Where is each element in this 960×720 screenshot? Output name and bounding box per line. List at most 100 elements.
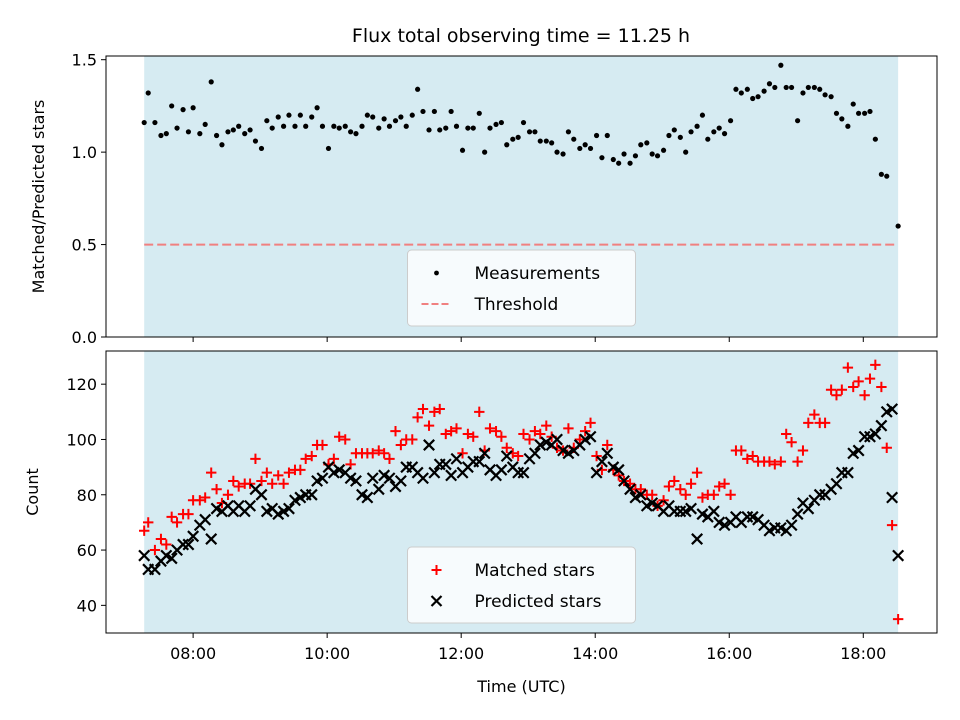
measurement-point [795, 118, 801, 124]
matched-star-point [825, 384, 837, 395]
ratio-panel-legend-marker [434, 270, 439, 276]
measurement-point [353, 131, 359, 137]
predicted-star-point [500, 450, 513, 463]
predicted-star-point [791, 508, 804, 521]
ratio-panel-y-tick-label: 0.0 [72, 328, 97, 347]
predicted-star-point [316, 472, 329, 485]
matched-star-point [881, 442, 892, 453]
matched-star-point [462, 428, 474, 440]
measurement-point [616, 160, 622, 166]
matched-star-point [685, 478, 697, 489]
matched-star-point [474, 406, 485, 418]
matched-star-point [518, 428, 529, 440]
measurement-point [331, 123, 337, 129]
matched-star-point [484, 423, 496, 434]
matched-star-point [267, 478, 278, 489]
measurement-point [565, 129, 572, 135]
measurement-point [828, 94, 834, 100]
predicted-star-point [601, 447, 614, 460]
measurement-point [862, 110, 868, 116]
matched-star-point [501, 442, 512, 453]
matched-star-point [742, 453, 753, 465]
measurement-point [577, 145, 583, 152]
measurement-point [437, 127, 443, 133]
measurement-point [884, 173, 890, 179]
predicted-stars-points [138, 403, 905, 576]
matched-star-point [155, 533, 167, 545]
ratio-panel-legend-label: Measurements [475, 264, 601, 284]
measurement-point [309, 114, 315, 120]
measurement-point [381, 116, 387, 122]
measurement-point [376, 125, 382, 131]
measurement-point [236, 123, 242, 129]
measurement-point [515, 134, 521, 140]
measurement-point [654, 153, 661, 159]
predicted-star-point [528, 447, 541, 460]
measurement-point [560, 151, 566, 157]
measurement-point [800, 90, 806, 96]
predicted-star-point [624, 483, 637, 496]
predicted-star-point [305, 488, 318, 501]
matched-star-point [859, 390, 870, 401]
measurement-point [280, 123, 287, 129]
measurement-point [817, 86, 823, 92]
measurement-point [275, 114, 281, 120]
matched-star-point [166, 511, 177, 523]
matched-star-point [468, 431, 479, 442]
matched-star-point [764, 456, 775, 467]
measurements-points [141, 62, 901, 229]
count-panel-x-tick-label: 16:00 [706, 644, 752, 663]
predicted-star-point [517, 466, 530, 479]
measurement-point [850, 101, 856, 107]
matched-star-point [143, 517, 154, 528]
predicted-star-point [372, 483, 385, 496]
matched-star-point [736, 445, 747, 456]
matched-star-point [233, 481, 244, 492]
measurement-point [163, 131, 169, 137]
measurement-point [348, 129, 354, 135]
measurement-point [711, 129, 717, 135]
measurement-point [783, 84, 789, 91]
matched-star-point [171, 517, 183, 528]
measurement-point [386, 123, 393, 129]
predicted-star-point [244, 499, 257, 512]
predicted-star-point [473, 455, 486, 468]
measurement-point [766, 81, 773, 87]
matched-star-point [529, 425, 541, 437]
count-panel-y-tick-label: 60 [77, 541, 97, 560]
measurement-point [286, 112, 292, 118]
matched-star-point [680, 489, 691, 500]
matched-star-point [138, 525, 150, 536]
matched-star-point [457, 448, 468, 459]
count-panel-y-label: Count [23, 468, 42, 516]
predicted-star-point [148, 563, 161, 576]
matched-star-point [713, 481, 725, 492]
matched-star-point [395, 439, 407, 451]
matched-star-point [228, 475, 239, 487]
matched-star-point [842, 362, 854, 373]
matched-star-point [864, 373, 876, 384]
predicted-star-point [741, 510, 754, 523]
measurement-point [878, 171, 884, 177]
measurement-point [571, 136, 577, 142]
figure-title: Flux total observing time = 11.25 h [352, 25, 690, 47]
predicted-star-point [182, 538, 195, 551]
measurement-point [487, 125, 493, 131]
matched-star-point [306, 450, 317, 462]
measurement-point [459, 147, 466, 153]
matched-star-point [384, 453, 395, 465]
count-panel-x-ticks: 08:00 10:00 12:00 14:00 16:00 18:00 [170, 633, 886, 663]
matched-star-point [211, 484, 222, 495]
matched-star-point [725, 489, 736, 500]
measurement-point [314, 105, 320, 111]
predicted-star-point [618, 474, 631, 487]
matched-star-point [792, 456, 803, 467]
matched-star-point [781, 428, 792, 440]
matched-star-point [797, 445, 809, 456]
measurement-point [264, 118, 270, 124]
matched-star-point [451, 423, 462, 434]
measurement-point [666, 132, 672, 139]
ratio-panel-frame [105, 55, 938, 338]
predicted-star-point [551, 433, 563, 446]
predicted-star-point [199, 513, 212, 526]
